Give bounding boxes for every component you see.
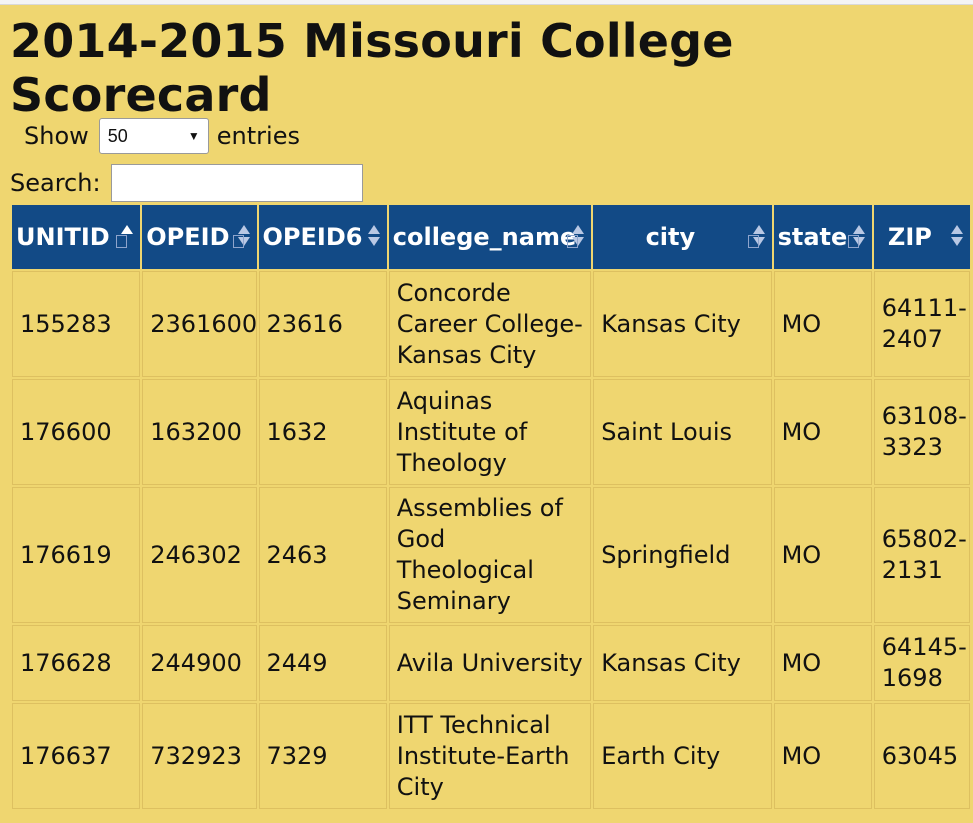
cell-opeid: 244900 (142, 625, 257, 701)
entries-select-value: 50 (107, 125, 128, 146)
search-control: Search: (10, 164, 363, 202)
sort-icon (367, 223, 381, 253)
colleges-table: UNITID OPEID OPEID6 college_name city st… (10, 203, 972, 811)
cell-college-name: Avila University (388, 625, 592, 701)
cell-city: Kansas City (593, 625, 772, 701)
sort-icon (567, 223, 585, 253)
cell-zip: 65802-2131 (873, 487, 970, 623)
cell-college-name: Assemblies of God Theological Seminary (388, 487, 592, 623)
search-input[interactable] (110, 164, 363, 202)
show-label: Show (24, 122, 89, 150)
column-header-city[interactable]: city (593, 205, 772, 269)
cell-opeid6: 2449 (258, 625, 387, 701)
cell-zip: 63045 (873, 703, 970, 809)
sort-icon (950, 223, 964, 253)
table-row: 176619 246302 2463 Assemblies of God The… (12, 487, 970, 623)
column-header-opeid6[interactable]: OPEID6 (258, 205, 387, 269)
cell-opeid6: 2463 (258, 487, 387, 623)
table-header-row: UNITID OPEID OPEID6 college_name city st… (12, 205, 970, 269)
browser-top-edge (0, 0, 973, 5)
column-header-state[interactable]: state (773, 205, 872, 269)
cell-state: MO (773, 625, 872, 701)
cell-opeid: 2361600 (142, 271, 257, 377)
cell-state: MO (773, 271, 872, 377)
entries-length-control: Show 50 ▼ entries (24, 118, 300, 154)
cell-city: Springfield (593, 487, 772, 623)
cell-college-name: ITT Technical Institute-Earth City (388, 703, 592, 809)
cell-city: Saint Louis (593, 379, 772, 485)
cell-state: MO (773, 379, 872, 485)
cell-opeid: 246302 (142, 487, 257, 623)
column-header-college-name[interactable]: college_name (388, 205, 592, 269)
column-header-zip[interactable]: ZIP (873, 205, 970, 269)
cell-opeid6: 1632 (258, 379, 387, 485)
column-header-opeid[interactable]: OPEID (142, 205, 257, 269)
cell-unitid: 176628 (12, 625, 141, 701)
sort-icon (232, 223, 251, 253)
cell-unitid: 176637 (12, 703, 141, 809)
page-title: 2014-2015 Missouri College Scorecard (10, 14, 734, 122)
cell-opeid: 163200 (142, 379, 257, 485)
cell-state: MO (773, 487, 872, 623)
cell-opeid: 732923 (142, 703, 257, 809)
entries-select[interactable]: 50 ▼ (98, 118, 209, 154)
column-header-unitid[interactable]: UNITID (12, 205, 141, 269)
table-row: 155283 2361600 23616 Concorde Career Col… (12, 271, 970, 377)
table-row: 176628 244900 2449 Avila University Kans… (12, 625, 970, 701)
cell-city: Earth City (593, 703, 772, 809)
cell-zip: 64145-1698 (873, 625, 970, 701)
cell-opeid6: 23616 (258, 271, 387, 377)
cell-opeid6: 7329 (258, 703, 387, 809)
cell-unitid: 176600 (12, 379, 141, 485)
cell-state: MO (773, 703, 872, 809)
cell-city: Kansas City (593, 271, 772, 377)
cell-zip: 64111-2407 (873, 271, 970, 377)
cell-unitid: 176619 (12, 487, 141, 623)
cell-college-name: Aquinas Institute of Theology (388, 379, 592, 485)
sort-icon (847, 223, 866, 253)
table-row: 176600 163200 1632 Aquinas Institute of … (12, 379, 970, 485)
cell-zip: 63108-3323 (873, 379, 970, 485)
cell-unitid: 155283 (12, 271, 141, 377)
chevron-down-icon: ▼ (187, 129, 200, 143)
sort-icon (747, 223, 766, 253)
search-label: Search: (10, 169, 101, 197)
sort-ascending-icon (116, 223, 134, 253)
cell-college-name: Concorde Career College-Kansas City (388, 271, 592, 377)
entries-label: entries (216, 122, 300, 150)
table-row: 176637 732923 7329 ITT Technical Institu… (12, 703, 970, 809)
